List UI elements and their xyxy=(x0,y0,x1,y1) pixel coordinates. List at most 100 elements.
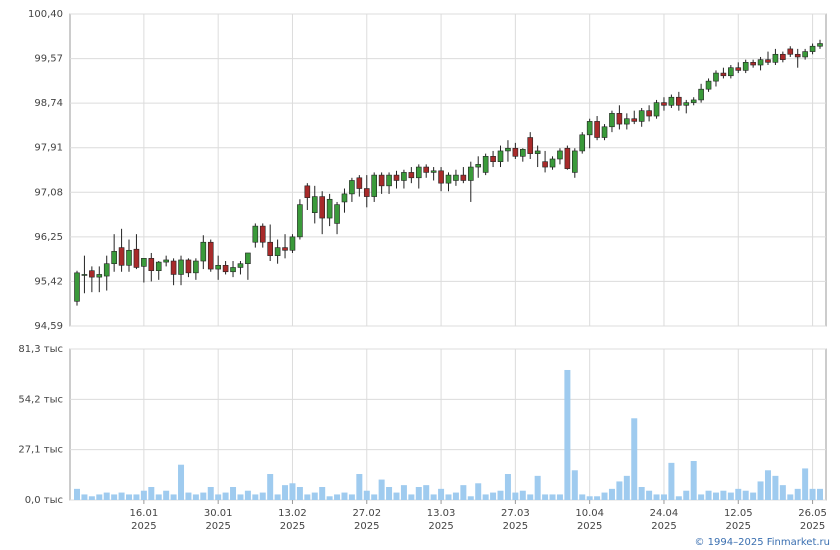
candle-body xyxy=(497,150,504,162)
candle-body xyxy=(148,258,155,271)
bar xyxy=(519,490,526,500)
candle-body xyxy=(89,270,95,278)
bar xyxy=(274,494,281,500)
candle-body xyxy=(207,241,214,270)
x-tick-label: 24.04 xyxy=(650,508,679,519)
y-tick-label: 100,40 xyxy=(28,9,63,20)
bar xyxy=(497,490,504,500)
y-tick-label: 27,1 тыс xyxy=(18,445,63,456)
bar xyxy=(178,464,185,500)
candle-body xyxy=(690,99,697,103)
candle-body xyxy=(415,166,422,179)
bar xyxy=(363,490,370,500)
candle-body xyxy=(118,247,125,266)
candle-body xyxy=(163,259,169,263)
candle-body xyxy=(126,249,132,266)
bar xyxy=(779,485,786,500)
candle-body xyxy=(519,149,526,157)
x-tick-label: 13.02 xyxy=(278,508,307,519)
bar xyxy=(638,486,645,500)
y-tick-label: 54,2 тыс xyxy=(18,394,63,405)
candle-body xyxy=(572,150,578,173)
bar xyxy=(200,492,207,500)
candle-body xyxy=(341,193,348,203)
bar xyxy=(170,494,177,500)
bar xyxy=(757,481,764,500)
bar xyxy=(289,483,296,500)
bar xyxy=(586,496,593,500)
bar xyxy=(81,494,88,500)
bar xyxy=(727,492,734,500)
candle-body xyxy=(408,172,415,179)
bar xyxy=(594,496,601,500)
candle-body xyxy=(170,260,177,275)
candle-body xyxy=(393,174,400,181)
y-tick-label: 95,42 xyxy=(34,276,63,287)
candle-body xyxy=(423,166,430,173)
candle-body xyxy=(757,59,764,66)
x-tick-label: 13.03 xyxy=(427,508,456,519)
bar xyxy=(267,473,274,500)
bar xyxy=(490,492,497,500)
candle-body xyxy=(728,67,734,77)
bar xyxy=(549,494,556,500)
bar xyxy=(475,483,482,500)
x-tick-year: 2025 xyxy=(205,521,230,532)
bar xyxy=(646,490,653,500)
bar xyxy=(311,492,318,500)
bar xyxy=(675,496,682,500)
plot-frame xyxy=(69,13,827,327)
candle-body xyxy=(475,164,482,168)
bar xyxy=(356,473,363,500)
bar xyxy=(772,475,779,500)
candle-body xyxy=(401,172,407,181)
candle-body xyxy=(289,236,296,251)
bar xyxy=(296,486,303,500)
bar xyxy=(750,492,757,500)
candle-body xyxy=(668,96,675,106)
candle-body xyxy=(698,88,704,101)
x-tick-year: 2025 xyxy=(354,521,379,532)
bar xyxy=(653,494,660,500)
bar xyxy=(817,488,823,500)
candle-body xyxy=(624,118,630,125)
bar xyxy=(794,488,801,500)
bar xyxy=(230,486,237,500)
bar xyxy=(787,494,794,500)
candle-body xyxy=(111,251,117,265)
bar xyxy=(96,494,103,500)
bar xyxy=(319,486,326,500)
candle-body xyxy=(631,118,638,122)
candle-body xyxy=(609,113,615,128)
bar xyxy=(341,492,348,500)
bar xyxy=(400,485,407,500)
bar xyxy=(334,494,341,500)
bar xyxy=(467,496,474,500)
candle-body xyxy=(304,185,311,198)
candle-body xyxy=(267,241,273,256)
bar xyxy=(512,492,519,500)
x-tick-year: 2025 xyxy=(577,521,602,532)
bar xyxy=(735,488,742,500)
bar xyxy=(126,494,133,500)
candle-body xyxy=(616,113,623,125)
footer: © 1994–2025 Finmarket.ru xyxy=(694,537,830,548)
candle-body xyxy=(259,225,266,243)
bar xyxy=(103,492,110,500)
candle-body xyxy=(512,147,519,157)
candle-body xyxy=(155,261,162,271)
x-tick-year: 2025 xyxy=(726,521,751,532)
candle-body xyxy=(653,102,660,117)
candle-body xyxy=(96,274,103,278)
bar xyxy=(809,488,816,500)
bar xyxy=(185,492,192,500)
bar xyxy=(386,486,393,500)
candle-body xyxy=(141,258,147,267)
bar xyxy=(304,494,311,500)
candle-body xyxy=(349,180,355,195)
candle-body xyxy=(534,150,541,154)
candle-body xyxy=(735,67,742,71)
bar xyxy=(445,494,452,500)
candle-body xyxy=(215,265,221,270)
